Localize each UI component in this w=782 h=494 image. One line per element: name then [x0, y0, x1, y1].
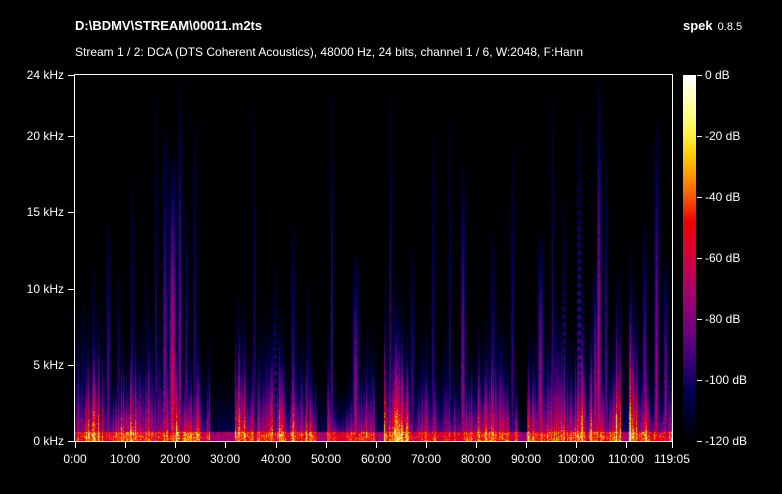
file-path-title: D:\BDMV\STREAM\00011.m2ts [75, 18, 263, 33]
y-tick-label: 0 kHz [33, 434, 64, 448]
x-tick-label: 70:00 [410, 452, 442, 466]
x-tick-mark [476, 442, 477, 448]
colorbar-tick-mark [697, 319, 702, 320]
y-tick-label: 24 kHz [26, 68, 64, 82]
y-tick-label: 15 kHz [26, 205, 64, 219]
x-tick-label: 100:00 [557, 452, 595, 466]
x-tick-label: 40:00 [260, 452, 292, 466]
y-tick-mark [68, 441, 74, 442]
colorbar-tick-mark [697, 75, 702, 76]
x-tick-label: 90:00 [510, 452, 542, 466]
x-tick-mark [75, 442, 76, 448]
x-tick-label: 10:00 [109, 452, 141, 466]
x-tick-label: 80:00 [460, 452, 492, 466]
colorbar-tick-label: 0 dB [705, 68, 730, 82]
colorbar-tick-label: -20 dB [705, 129, 741, 143]
y-tick-label: 20 kHz [26, 129, 64, 143]
x-tick-label: 50:00 [310, 452, 342, 466]
x-tick-mark [526, 442, 527, 448]
y-tick-label: 5 kHz [33, 358, 64, 372]
x-tick-mark [576, 442, 577, 448]
app-version-label: 0.8.5 [717, 21, 743, 33]
colorbar-tick-label: -80 dB [705, 312, 741, 326]
y-tick-mark [68, 365, 74, 366]
x-tick-mark [225, 442, 226, 448]
x-tick-label: 119:05 [654, 452, 690, 466]
y-tick-mark [68, 289, 74, 290]
x-tick-mark [672, 442, 673, 448]
colorbar-tick-label: -100 dB [705, 373, 748, 387]
spectrogram-frame [74, 74, 673, 442]
colorbar [683, 75, 696, 441]
x-tick-mark [376, 442, 377, 448]
y-tick-label: 10 kHz [26, 282, 64, 296]
y-tick-mark [68, 136, 74, 137]
x-tick-mark [276, 442, 277, 448]
y-tick-mark [68, 212, 74, 213]
x-tick-mark [426, 442, 427, 448]
colorbar-tick-label: -120 dB [705, 434, 748, 448]
colorbar-tick-mark [697, 258, 702, 259]
colorbar-tick-mark [697, 197, 702, 198]
colorbar-tick-label: -40 dB [705, 190, 741, 204]
x-tick-label: 30:00 [209, 452, 241, 466]
app-name-label: spek [683, 18, 713, 33]
x-tick-label: 110:00 [608, 452, 644, 466]
colorbar-tick-label: -60 dB [705, 251, 741, 265]
x-tick-label: 20:00 [159, 452, 191, 466]
x-tick-mark [626, 442, 627, 448]
x-tick-label: 60:00 [360, 452, 392, 466]
x-tick-mark [125, 442, 126, 448]
colorbar-tick-mark [697, 380, 702, 381]
colorbar-tick-mark [697, 441, 702, 442]
stream-info: Stream 1 / 2: DCA (DTS Coherent Acoustic… [75, 45, 584, 59]
x-tick-mark [326, 442, 327, 448]
colorbar-tick-mark [697, 136, 702, 137]
spectrogram-canvas [75, 75, 672, 441]
app-brand: spek 0.8.5 [683, 18, 742, 33]
x-tick-label: 0:00 [63, 452, 87, 466]
y-tick-mark [68, 75, 74, 76]
x-tick-mark [175, 442, 176, 448]
